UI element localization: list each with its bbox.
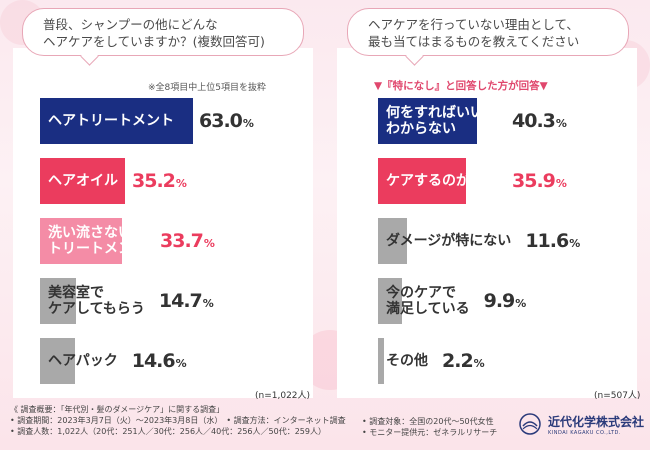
bar-1 [40, 158, 126, 204]
right-question-bubble: ヘアケアを行っていない理由として、 最も当てはまるものを教えてください [347, 8, 629, 66]
company-logo-icon [519, 413, 541, 435]
right-sample-size: (n=507人) [594, 391, 641, 401]
bar-label-line: トリートメント [48, 241, 146, 257]
company-name-en: KINDAI KAGAKU CO.,LTD. [548, 429, 621, 436]
bar-label-line: その他 [386, 353, 428, 369]
bar-label-line: 今のケアで [386, 285, 456, 301]
bar-label: ヘアパック [48, 338, 118, 384]
bar-label-line: わからない [386, 121, 456, 137]
bar-label-line: 美容室で [48, 285, 104, 301]
bar-0 [378, 98, 478, 144]
bar-4 [40, 338, 76, 384]
left-question-line2: ヘアケアをしていますか？(複数回答可) [43, 34, 265, 49]
bar-label: 何をすればいいか わからない [386, 98, 498, 144]
bar-2 [378, 218, 407, 264]
value-label: 35.9% [512, 170, 567, 192]
left-note: ※全8項目中上位5項目を抜粋 [148, 83, 266, 93]
bar-label-line: ダメージが特にない [386, 233, 512, 249]
bar-label: ダメージが特にない [386, 218, 511, 264]
footer-line: 《 調査概要：「年代別・髪のダメージケア」に関する調査」 [10, 405, 225, 414]
bar-label: 洗い流さない トリートメント [48, 218, 146, 264]
footer-line: • 調査対象：全国の20代～50代女性 [362, 417, 494, 426]
left-question-bubble: 普段、シャンプーの他にどんな ヘアケアをしていますか？(複数回答可) [22, 8, 304, 66]
value-label: 33.7% [160, 230, 215, 252]
right-question-line1: ヘアケアを行っていない理由として、 [368, 17, 579, 32]
value-label: 63.0% [199, 110, 254, 132]
value-label: 11.6% [525, 230, 581, 252]
left-sample-size: (n=1,022人) [255, 391, 311, 401]
bar-label-line: ヘアオイル [48, 173, 118, 189]
left-question-line1: 普段、シャンプーの他にどんな [43, 17, 218, 32]
bar-4 [378, 338, 384, 384]
bar-label-line: 何をすればいいか [386, 105, 498, 121]
value-label: 14.6% [131, 350, 187, 372]
footer-line: • 調査期間：2023年3月7日（火）～2023年3月8日（水） • 調査方法：… [10, 416, 346, 425]
bar-0 [40, 98, 193, 144]
bar-3 [378, 278, 403, 324]
survey-overview: 《 調査概要：「年代別・髪のダメージケア」に関する調査」 • 調査期間：2023… [10, 404, 497, 437]
bar-label: 美容室で ケアしてもらう [48, 278, 145, 324]
footer-line: • 調査人数：1,022人（20代：251人／30代：256人／40代：256人… [10, 427, 326, 436]
footer-line: • モニター提供元：ゼネラルリサーチ [362, 428, 498, 437]
value-label: 35.2% [132, 170, 187, 192]
bar-label-line: ケアするのが面倒 [386, 173, 498, 189]
survey-overview-col2: • 調査対象：全国の20代～50代女性 • モニター提供元：ゼネラルリサーチ [362, 416, 497, 438]
bar-label-line: 洗い流さない [48, 225, 132, 241]
bar-label-line: ヘアトリートメント [48, 113, 174, 129]
bar-label: ヘアオイル [48, 158, 118, 204]
right-question-line2: 最も当てはまるものを教えてください [368, 34, 580, 49]
right-note: ▼『特になし』と回答した方が回答▼ [374, 80, 548, 92]
value-label: 9.9% [483, 290, 527, 312]
bar-label: その他 [386, 338, 428, 384]
bar-label: ヘアトリートメント [48, 98, 174, 144]
company-logo: 近代化学株式会社 KINDAI KAGAKU CO.,LTD. [518, 412, 644, 436]
bar-label-line: ヘアパック [48, 353, 118, 369]
bar-label: 今のケアで 満足している [386, 278, 470, 324]
bar-2 [40, 218, 122, 264]
bar-label-line: ケアしてもらう [48, 301, 145, 317]
company-name: 近代化学株式会社 [548, 414, 645, 429]
bar-1 [378, 158, 467, 204]
value-label: 2.2% [442, 350, 485, 372]
value-label: 40.3% [512, 110, 567, 132]
bar-3 [40, 278, 76, 324]
value-label: 14.7% [158, 290, 214, 312]
bar-label: ケアするのが面倒 [386, 158, 498, 204]
bar-label-line: 満足している [386, 301, 470, 317]
